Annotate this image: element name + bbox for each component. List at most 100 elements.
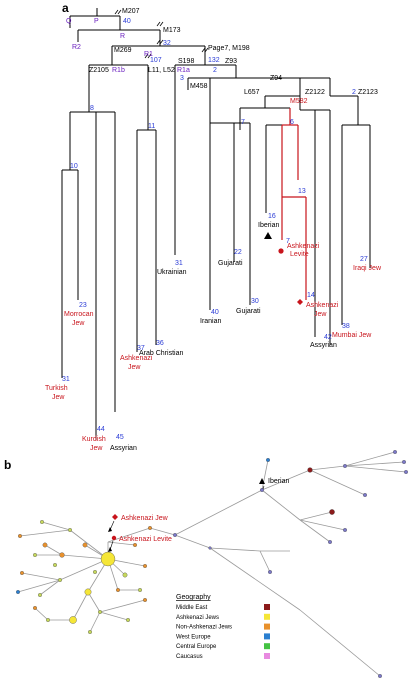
marker-m269: M269: [114, 47, 132, 54]
pop-iranian: Iranian: [200, 318, 222, 325]
pop-kurdish-1: Kurdish: [82, 436, 106, 443]
legend-item-label: Caucasus: [176, 654, 203, 660]
pop-iberian: Iberian: [258, 222, 280, 229]
ashkenazi-jew-diamond-icon: [297, 299, 303, 305]
panel-a-label: a: [62, 1, 69, 15]
branch-number: 23: [79, 302, 87, 309]
legend-item-label: West Europe: [176, 634, 211, 640]
branch-number: 6: [290, 119, 294, 126]
branch-breaks: [114, 9, 209, 59]
haplogroup-q: Q: [66, 18, 72, 25]
branch-number: 107: [150, 57, 162, 64]
callout-ashkenazi-jew: Ashkenazi Jew: [121, 515, 169, 522]
branch-number: 32: [163, 40, 171, 47]
branch-number: 8: [90, 105, 94, 112]
pop-iraqi-jew: Iraqi Jew: [353, 265, 382, 272]
branch-number: 40: [211, 309, 219, 316]
marker-l11: L11, L52: [148, 67, 175, 74]
legend-items: Middle East Ashkenazi Jews Non-Ashkenazi J…: [176, 604, 270, 660]
marker-z2105: Z2105: [89, 67, 109, 74]
branch-number: 42: [324, 334, 332, 341]
callout-iberian: Iberian: [268, 478, 290, 485]
arrowhead-icon: [108, 547, 112, 552]
pop-assyrian-2: Assyrian: [110, 445, 137, 452]
branch-number: 44: [97, 426, 105, 433]
branch-number: 22: [234, 249, 242, 256]
legend-item-label: Central Europe: [176, 644, 217, 650]
pop-ashk-37-2: Jew: [128, 364, 141, 371]
haplogroup-r: R: [120, 33, 125, 40]
branch-number: 2: [213, 67, 217, 74]
pop-morrocan-2: Jew: [72, 320, 85, 327]
marker-page7: Page7, M198: [208, 45, 250, 52]
branch-number: 31: [175, 260, 183, 267]
pop-assyrian-1: Assyrian: [310, 342, 337, 349]
pop-mumbai-jew: Mumbai Jew: [332, 332, 372, 339]
ashkenazi-levite-circle-icon: [278, 248, 284, 254]
pop-ashk-jew-1: Ashkenazi: [306, 302, 339, 309]
branch-number: 7: [286, 238, 290, 245]
legend-swatch: [264, 643, 270, 650]
marker-s198: S198: [178, 58, 194, 65]
legend-swatch: [264, 653, 270, 659]
arrowhead-icon: [108, 527, 112, 532]
marker-l657: L657: [244, 89, 260, 96]
ashkenazi-jew-callout-diamond-icon: [112, 514, 118, 520]
branch-number: 11: [148, 123, 155, 130]
legend-item-label: Middle East: [176, 605, 208, 611]
ashkenazi-m582-lineage: [281, 108, 307, 300]
branch-number: 10: [70, 163, 78, 170]
pop-ukrainian: Ukrainian: [157, 269, 187, 276]
marker-m582: M582: [290, 98, 308, 105]
marker-m458: M458: [190, 83, 208, 90]
haplogroup-r1a: R1a: [177, 67, 190, 74]
ashkenazi-levite-callout-circle-icon: [111, 535, 117, 541]
branch-number: 132: [208, 57, 220, 64]
pop-ashk-jew-2: Jew: [314, 311, 327, 318]
marker-z94: Z94: [270, 75, 282, 82]
pop-arab-christian: Arab Christian: [139, 350, 183, 357]
haplogroup-r1: R1: [144, 51, 153, 58]
pop-turkish-1: Turkish: [45, 385, 68, 392]
callout-ashkenazi-levite: Ashkenazi Levite: [119, 536, 172, 543]
legend-item-label: Ashkenazi Jews: [176, 615, 219, 621]
branch-number: 40: [123, 18, 131, 25]
pop-kurdish-2: Jew: [90, 445, 103, 452]
branch-number: 36: [156, 340, 164, 347]
top-tree: [69, 8, 330, 255]
iberian-callout-arrow: [262, 485, 265, 490]
marker-m207: M207: [122, 8, 140, 15]
branch-number: 31: [62, 376, 70, 383]
haplogroup-p: P: [94, 18, 99, 25]
branch-number: 45: [116, 434, 124, 441]
branch-number: 7: [241, 119, 245, 126]
branch-number: 2: [352, 89, 356, 96]
r1a-clade: [209, 78, 371, 345]
legend-swatch: [264, 633, 270, 640]
branch-number: 3: [180, 75, 184, 82]
pop-gujarati-2: Gujarati: [236, 308, 261, 315]
marker-z2122: Z2122: [305, 89, 325, 96]
iberian-callout-triangle-icon: [259, 478, 265, 484]
iberian-triangle-icon: [264, 232, 272, 239]
legend-swatch: [264, 623, 270, 630]
branch-number: 27: [360, 256, 368, 263]
branch-number: 16: [268, 213, 276, 220]
legend-item-label: Non-Ashkenazi Jews: [176, 625, 232, 631]
pop-ashk-levite-1: Ashkenazi: [287, 243, 320, 250]
branch-number: 37: [137, 345, 145, 352]
branch-number: 38: [342, 323, 350, 330]
pop-turkish-2: Jew: [52, 394, 65, 401]
pop-ashk-37-1: Ashkenazi: [120, 355, 153, 362]
marker-z2123: Z2123: [358, 89, 378, 96]
legend: Geography Middle East Ashkenazi Jews Non-A…: [176, 594, 270, 660]
branch-number: 30: [251, 298, 259, 305]
network-edges: [17, 451, 407, 677]
pop-ashk-levite-2: Levite: [290, 251, 309, 258]
branch-number: 14: [307, 292, 315, 299]
marker-z93: Z93: [225, 58, 237, 65]
legend-swatch: [264, 613, 270, 620]
branch-number: 13: [298, 188, 306, 195]
network-nodes: [16, 450, 409, 679]
